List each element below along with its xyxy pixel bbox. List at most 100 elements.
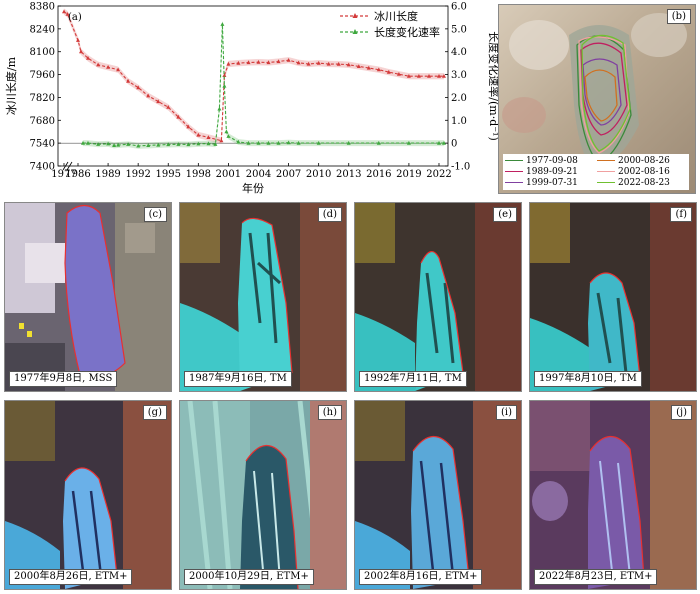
series-point-0	[427, 74, 431, 78]
series-point-1	[246, 140, 251, 145]
series-point-1	[276, 140, 281, 145]
series-point-0	[166, 105, 171, 109]
series-point-1	[112, 143, 117, 147]
y-left-tick-label: 8100	[30, 47, 55, 58]
y-right-tick-label: -1.0	[451, 162, 470, 173]
y-right-tick-label: 5.0	[451, 24, 467, 35]
x-tick-label: 1992	[125, 169, 150, 180]
series-point-0	[442, 74, 446, 78]
series-point-0	[336, 61, 341, 66]
series-point-0	[386, 69, 391, 74]
series-band-1	[82, 21, 445, 149]
x-axis-label: 年份	[242, 181, 264, 195]
y-axis-label-left: 冰川长度/m	[4, 56, 18, 115]
image-tile-d: (d) 1987年9月16日, TM	[179, 202, 347, 392]
chart-legend: 冰川长度 长度变化速率	[340, 9, 440, 39]
series-point-0	[222, 73, 227, 77]
series-point-0	[296, 60, 301, 65]
axis-break-mark	[62, 161, 73, 171]
series-point-1	[266, 140, 271, 145]
series-point-1	[296, 140, 301, 145]
series-point-1	[186, 142, 191, 147]
x-tick-label: 1995	[156, 169, 181, 180]
series-point-0	[65, 12, 70, 16]
series-point-0	[366, 65, 371, 70]
series-point-1	[346, 140, 351, 145]
legend-entry: 2002-08-16	[597, 166, 689, 177]
y-left-tick-label: 8240	[30, 24, 55, 35]
series-point-0	[96, 62, 101, 67]
x-tick-label: 2010	[306, 169, 331, 180]
image-caption-j: 2022年8月23日, ETM+	[534, 569, 658, 585]
x-tick-label: 2013	[336, 169, 361, 180]
series-point-0	[116, 67, 121, 72]
series-point-1	[136, 143, 141, 148]
series-line-1	[83, 24, 444, 147]
series-point-0	[396, 72, 401, 76]
series-point-1	[224, 129, 229, 134]
x-tick-label: 2001	[216, 169, 241, 180]
series-point-0	[186, 124, 191, 129]
image-tile-g: (g) 2000年8月26日, ETM+	[4, 400, 172, 590]
series-point-1	[213, 142, 218, 146]
series-point-1	[437, 140, 441, 145]
series-point-1	[126, 142, 131, 146]
series-point-0	[266, 60, 271, 65]
x-tick-label: 1986	[65, 169, 90, 180]
series-point-0	[146, 93, 151, 98]
y-left-tick-label: 7960	[30, 70, 55, 81]
series-point-1	[106, 141, 111, 146]
image-tile-e: (e) 1992年7月11日, TM	[354, 202, 522, 392]
y-right-tick-label: 3.0	[451, 70, 467, 81]
panel-label-a: (a)	[68, 12, 82, 23]
series-point-1	[406, 140, 411, 145]
image-caption-h: 2000年10月29日, ETM+	[184, 569, 314, 585]
image-tile-f: (f) 1997年8月10日, TM	[529, 202, 697, 392]
series-point-0	[236, 60, 241, 65]
image-caption-c: 1977年9月8日, MSS	[9, 371, 118, 387]
image-caption-i: 2002年8月16日, ETM+	[359, 569, 483, 585]
y-axis-label-right: 长度变化速率/(m·d⁻¹)	[487, 31, 500, 140]
series-point-1	[226, 134, 231, 138]
y-left-tick-label: 7400	[30, 162, 55, 173]
y-right-tick-label: 6.0	[451, 2, 467, 13]
legend-entry: 1989-09-21	[505, 166, 597, 177]
series-point-0	[206, 135, 211, 139]
series-point-1	[81, 140, 85, 145]
series-point-0	[106, 65, 111, 69]
image-tile-j: (j) 2022年8月23日, ETM+	[529, 400, 697, 590]
panel-label-i: (i)	[495, 405, 517, 420]
series-point-0	[176, 114, 181, 119]
series-point-0	[156, 99, 161, 104]
x-tick-label: 1998	[186, 169, 211, 180]
series-point-1	[196, 141, 201, 146]
image-tile-c: (c) 1977年9月8日, MSS	[4, 202, 172, 392]
x-tick-label: 2004	[246, 169, 271, 180]
series-point-0	[356, 64, 361, 68]
series-point-0	[256, 60, 261, 64]
legend-entry: 2000-08-26	[597, 155, 689, 166]
series-point-0	[126, 78, 131, 83]
legend-entry: 2022-08-23	[597, 177, 689, 188]
series-point-0	[76, 38, 80, 42]
plot-frame	[57, 5, 449, 167]
series-point-1	[220, 22, 225, 26]
series-point-0	[86, 56, 90, 60]
series-point-1	[86, 140, 90, 145]
series-point-0	[219, 138, 224, 143]
image-tile-h: (h) 2000年10月29日, ETM+	[179, 400, 347, 590]
series-point-0	[437, 74, 441, 78]
series-point-0	[276, 59, 281, 64]
x-tick-label: 2007	[276, 169, 301, 180]
legend-entry: 1977-09-08	[505, 155, 597, 166]
series-point-0	[376, 67, 381, 72]
y-right-tick-label: 2.0	[451, 93, 467, 104]
y-left-tick-label: 7540	[30, 139, 55, 150]
panel-label-c: (c)	[143, 207, 167, 222]
series-point-0	[406, 74, 411, 78]
series-point-0	[136, 85, 141, 90]
series-point-1	[146, 143, 151, 147]
series-point-1	[236, 139, 241, 144]
image-caption-g: 2000年8月26日, ETM+	[9, 569, 133, 585]
panel-label-d: (d)	[317, 207, 342, 222]
